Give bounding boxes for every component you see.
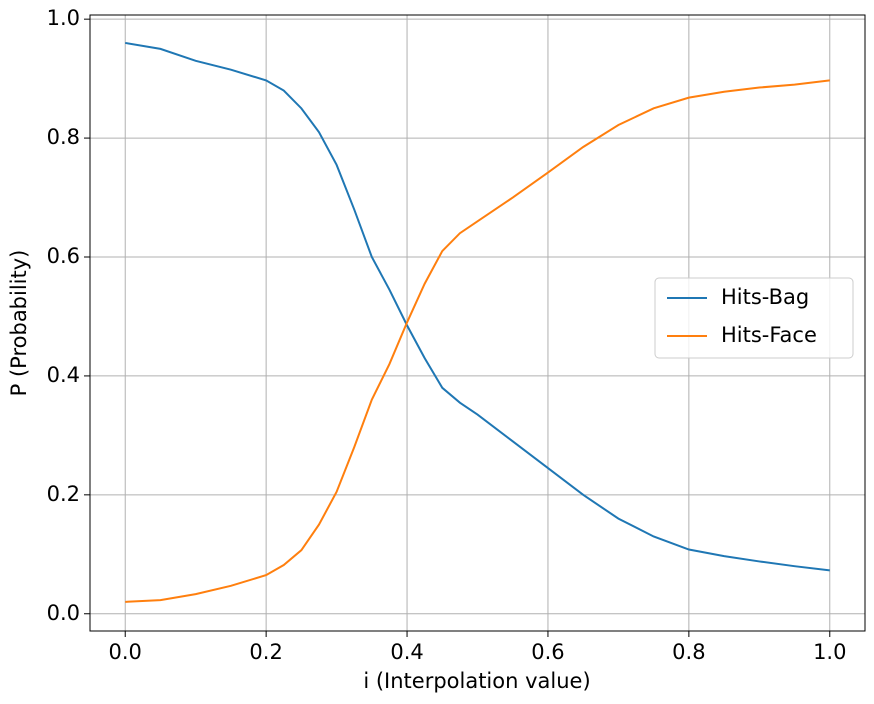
x-tick-label: 0.4 (390, 640, 423, 664)
y-tick-label: 0.0 (47, 601, 80, 625)
y-tick-label: 0.4 (47, 363, 80, 387)
x-tick-label: 0.0 (109, 640, 142, 664)
x-axis-label: i (Interpolation value) (363, 669, 590, 693)
y-tick-label: 1.0 (47, 6, 80, 30)
x-tick-label: 0.6 (531, 640, 564, 664)
y-axis-label: P (Probability) (7, 250, 31, 397)
x-tick-label: 0.2 (249, 640, 282, 664)
line-series (125, 79, 830, 603)
y-tick-label: 0.2 (47, 482, 80, 506)
y-tick-label: 0.6 (47, 244, 80, 268)
x-tick-label: 0.8 (672, 640, 705, 664)
y-tick-label: 0.8 (47, 125, 80, 149)
x-tick-label: 1.0 (813, 640, 846, 664)
plot-frame (89, 14, 866, 632)
line-series (125, 41, 830, 572)
legend: Hits-Bag Hits-Face (654, 277, 854, 359)
legend-label: Hits-Face (721, 323, 817, 347)
legend-label: Hits-Bag (721, 285, 809, 309)
